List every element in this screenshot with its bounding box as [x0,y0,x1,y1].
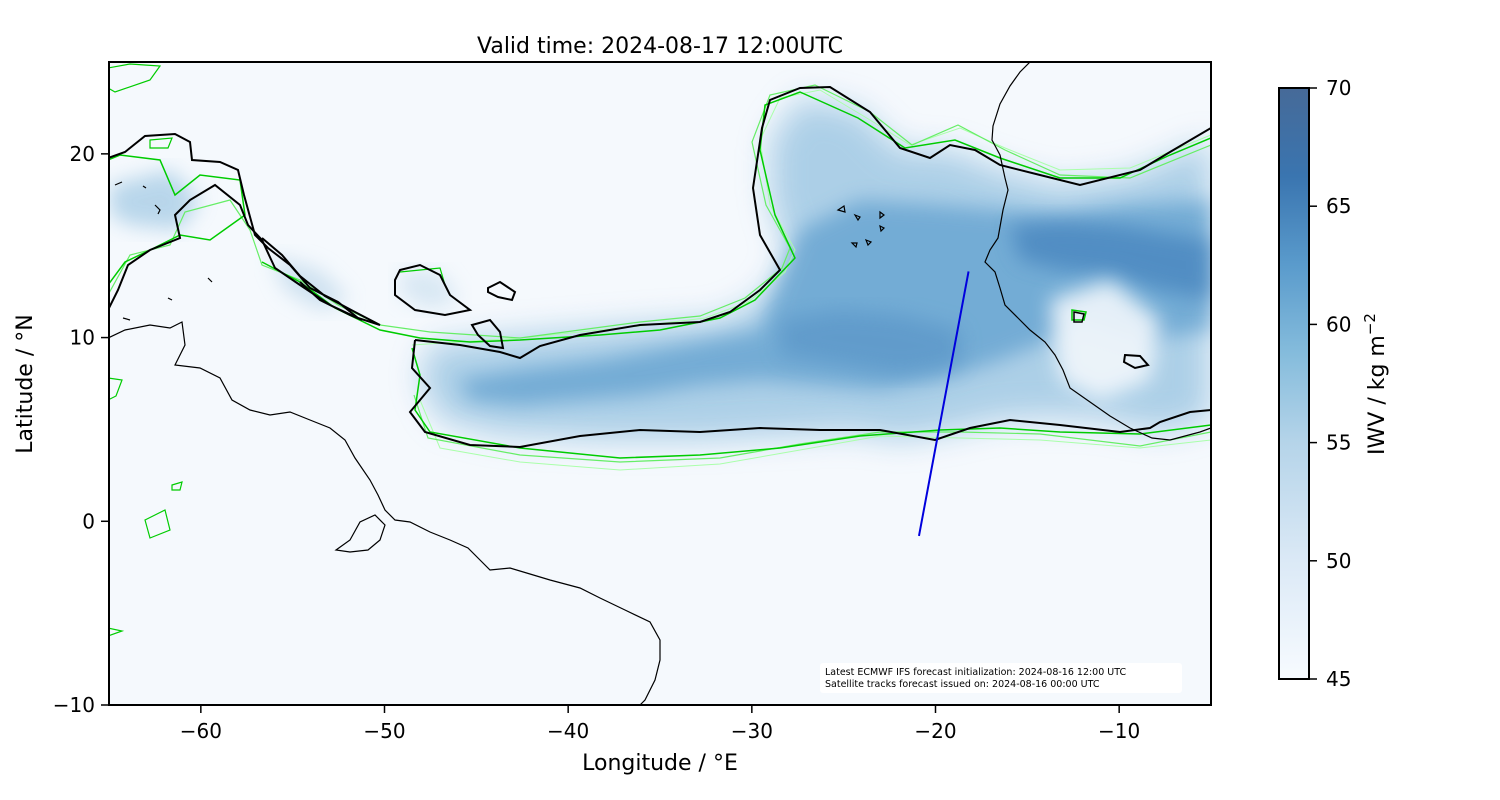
x-tick-label: −60 [180,719,222,743]
iwv-shading [110,98,1211,440]
x-axis-label: Longitude / °E [582,751,738,776]
colorbar-tick-label: 50 [1326,549,1351,573]
satellite-track [917,271,970,537]
forecast-annotation: Latest ECMWF IFS forecast initialization… [820,663,1182,693]
x-axis-ticks: −60 −50 −40 −30 −20 −10 [180,705,1140,743]
y-tick-label: −10 [53,693,95,717]
y-axis-label: Latitude / °N [13,314,38,453]
y-tick-label: 0 [82,509,95,533]
colorbar-tick-label: 65 [1326,194,1351,218]
colorbar-tick-label: 45 [1326,667,1351,691]
colorbar-tick-label: 55 [1326,431,1351,455]
x-tick-label: −40 [547,719,589,743]
y-tick-label: 20 [70,142,95,166]
iwv-contours [109,63,1211,637]
y-axis-ticks: −10 0 10 20 [53,142,109,717]
colorbar-label-exponent: −2 [1361,313,1379,335]
plot-frame [108,61,1212,706]
colorbar: 45 50 55 60 65 70 IWV / kg m−2 [1278,76,1390,691]
annotation-line-1: Latest ECMWF IFS forecast initialization… [825,667,1126,678]
annotation-line-2: Satellite tracks forecast issued on: 202… [825,679,1100,690]
x-tick-label: −30 [731,719,773,743]
x-tick-label: −20 [914,719,956,743]
colorbar-label: IWV / kg m−2 [1361,313,1390,455]
figure-title: Valid time: 2024-08-17 12:00UTC [477,34,843,59]
contour-pale [411,89,1211,346]
colorbar-ticks: 45 50 55 60 65 70 [1309,76,1351,691]
colorbar-label-main: IWV / kg m [1365,335,1390,455]
coastlines [109,62,1211,705]
colorbar-tick-label: 70 [1326,76,1351,100]
contour-light [109,84,1211,339]
x-tick-label: −10 [1098,719,1140,743]
map-plot-area: Latest ECMWF IFS forecast initialization… [109,62,1211,705]
colorbar-gradient [1278,87,1310,680]
x-tick-label: −50 [363,719,405,743]
y-tick-label: 10 [70,326,95,350]
colorbar-tick-label: 60 [1326,312,1351,336]
